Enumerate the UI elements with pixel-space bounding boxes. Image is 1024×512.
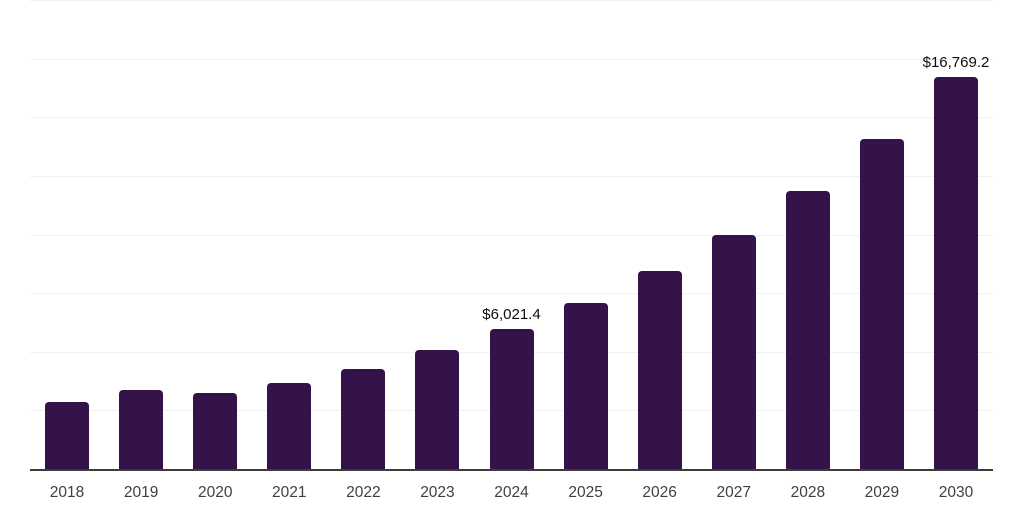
bar-2019 bbox=[119, 389, 164, 470]
x-tick-label-2026: 2026 bbox=[642, 484, 677, 501]
x-tick-label-2025: 2025 bbox=[568, 484, 603, 501]
gridline bbox=[30, 293, 993, 295]
x-axis-line bbox=[30, 469, 993, 471]
gridline bbox=[30, 0, 993, 1]
bar-2018 bbox=[45, 402, 90, 470]
gridline bbox=[30, 234, 993, 236]
x-tick-label-2029: 2029 bbox=[864, 484, 900, 501]
bar-value-label-2030: $16,769.2 bbox=[922, 53, 990, 71]
bar-2026 bbox=[637, 271, 682, 470]
bar-value-label-2024: $6,021.4 bbox=[482, 305, 541, 323]
bars-row: $6,021.4 $16,769.2 bbox=[30, 1, 993, 470]
bar-2028 bbox=[785, 190, 830, 470]
bar-slot-2030: $16,769.2 bbox=[919, 1, 993, 470]
x-axis-labels: 2018 2019 2020 2021 2022 2023 2024 2025 2026 2027… bbox=[30, 484, 993, 502]
bar-slot-2023 bbox=[400, 1, 474, 470]
gridline bbox=[30, 175, 993, 177]
bar-slot-2024: $6,021.4 bbox=[474, 1, 548, 470]
x-tick-label-2023: 2023 bbox=[420, 484, 455, 501]
bar-slot-2021 bbox=[252, 1, 326, 470]
x-tick-label-2028: 2028 bbox=[790, 484, 826, 501]
bar-slot-2025 bbox=[549, 1, 623, 470]
bar-2029 bbox=[859, 138, 904, 470]
bar-2030 bbox=[933, 76, 978, 470]
bar-slot-2022 bbox=[326, 1, 400, 470]
x-tick-label-2021: 2021 bbox=[272, 484, 307, 501]
bar-2021 bbox=[267, 383, 312, 470]
x-tick-label-2022: 2022 bbox=[346, 484, 381, 501]
x-tick-label-2030: 2030 bbox=[938, 484, 974, 501]
x-tick-label-2024: 2024 bbox=[494, 484, 529, 501]
gridline bbox=[30, 58, 993, 60]
bar-slot-2020 bbox=[178, 1, 252, 470]
plot-area: $6,021.4 $16,769.2 bbox=[30, 0, 993, 471]
bar-2023 bbox=[415, 349, 460, 470]
x-tick-label-2027: 2027 bbox=[716, 484, 751, 501]
bar-2024 bbox=[489, 328, 534, 470]
bar-slot-2028 bbox=[771, 1, 845, 470]
bar-2027 bbox=[711, 234, 756, 470]
bar-slot-2019 bbox=[104, 1, 178, 470]
bar-slot-2026 bbox=[623, 1, 697, 470]
bar-2025 bbox=[563, 302, 608, 470]
x-tick-label-2018: 2018 bbox=[49, 484, 85, 501]
x-tick-label-2020: 2020 bbox=[197, 484, 233, 501]
x-tick-label-2019: 2019 bbox=[123, 484, 159, 501]
bar-slot-2029 bbox=[845, 1, 919, 470]
bar-2020 bbox=[193, 393, 238, 470]
bar-slot-2027 bbox=[697, 1, 771, 470]
bar-2022 bbox=[341, 368, 386, 470]
bar-slot-2018 bbox=[30, 1, 104, 470]
gridline bbox=[30, 117, 993, 119]
